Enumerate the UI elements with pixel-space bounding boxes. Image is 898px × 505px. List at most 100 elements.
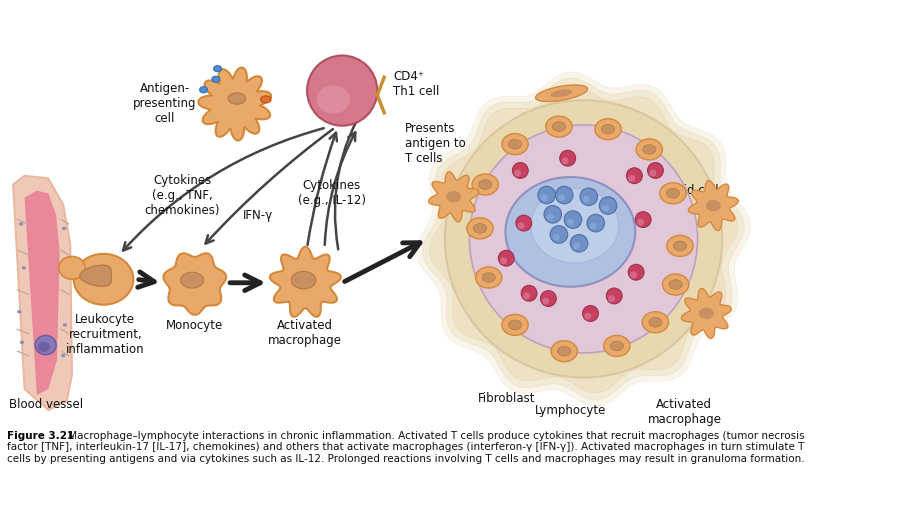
Ellipse shape xyxy=(546,116,572,137)
Circle shape xyxy=(590,222,596,229)
Ellipse shape xyxy=(479,180,492,189)
Ellipse shape xyxy=(669,280,682,289)
Ellipse shape xyxy=(20,341,24,344)
Circle shape xyxy=(583,306,598,321)
Ellipse shape xyxy=(674,241,687,251)
Text: Figure 3.21: Figure 3.21 xyxy=(7,431,75,441)
Ellipse shape xyxy=(502,134,528,155)
Circle shape xyxy=(515,170,521,177)
Circle shape xyxy=(550,226,568,243)
Ellipse shape xyxy=(535,85,587,102)
Ellipse shape xyxy=(63,323,67,327)
Circle shape xyxy=(516,215,532,231)
Polygon shape xyxy=(682,288,731,338)
Circle shape xyxy=(599,197,617,214)
Ellipse shape xyxy=(214,66,222,72)
Ellipse shape xyxy=(228,93,246,104)
Polygon shape xyxy=(163,254,226,315)
Circle shape xyxy=(544,206,561,223)
Ellipse shape xyxy=(699,308,714,319)
Ellipse shape xyxy=(552,122,566,131)
Circle shape xyxy=(307,56,377,126)
Circle shape xyxy=(542,297,550,305)
Circle shape xyxy=(547,214,554,221)
Ellipse shape xyxy=(602,124,614,134)
Polygon shape xyxy=(270,247,341,317)
Text: IFN-γ: IFN-γ xyxy=(242,209,273,222)
Circle shape xyxy=(629,264,644,280)
Circle shape xyxy=(583,196,590,203)
Ellipse shape xyxy=(199,87,207,93)
Circle shape xyxy=(627,168,642,184)
Polygon shape xyxy=(198,68,271,140)
Ellipse shape xyxy=(38,341,50,352)
Ellipse shape xyxy=(643,144,656,154)
Ellipse shape xyxy=(531,188,619,263)
Circle shape xyxy=(573,242,580,249)
Ellipse shape xyxy=(594,119,621,140)
Circle shape xyxy=(637,219,644,226)
Circle shape xyxy=(630,271,637,278)
Circle shape xyxy=(498,250,515,266)
Text: Lymphocyte: Lymphocyte xyxy=(534,404,606,417)
Circle shape xyxy=(523,292,530,299)
Circle shape xyxy=(580,188,597,206)
Circle shape xyxy=(649,170,656,177)
Ellipse shape xyxy=(22,266,26,270)
Ellipse shape xyxy=(551,341,577,362)
Ellipse shape xyxy=(476,267,502,288)
Ellipse shape xyxy=(446,191,461,203)
Circle shape xyxy=(587,214,604,232)
Text: Cytokines
(e.g., TNF,
chemokines): Cytokines (e.g., TNF, chemokines) xyxy=(145,174,220,218)
Ellipse shape xyxy=(212,76,220,82)
Polygon shape xyxy=(417,72,751,406)
Circle shape xyxy=(555,186,573,204)
Ellipse shape xyxy=(663,274,689,295)
Ellipse shape xyxy=(667,235,693,257)
Text: Macrophage–lymphocyte interactions in chronic inflammation. Activated T cells pr: Macrophage–lymphocyte interactions in ch… xyxy=(65,431,805,441)
Circle shape xyxy=(470,125,698,353)
Text: Leukocyte
recruitment,
inflammation: Leukocyte recruitment, inflammation xyxy=(66,314,145,357)
Text: Cytokines
(e.g., IL-12): Cytokines (e.g., IL-12) xyxy=(297,179,365,207)
Ellipse shape xyxy=(58,257,85,279)
Ellipse shape xyxy=(482,273,496,282)
Ellipse shape xyxy=(19,222,23,226)
Text: cells by presenting antigens and via cytokines such as IL-12. Prolonged reaction: cells by presenting antigens and via cyt… xyxy=(7,454,805,464)
Circle shape xyxy=(561,157,568,164)
Text: CD4⁺
Th1 cell: CD4⁺ Th1 cell xyxy=(393,70,439,97)
Circle shape xyxy=(608,295,615,302)
Circle shape xyxy=(538,186,555,204)
Ellipse shape xyxy=(636,139,663,160)
Polygon shape xyxy=(24,191,59,395)
Text: Monocyte: Monocyte xyxy=(166,319,224,332)
Text: Presents
antigen to
T cells: Presents antigen to T cells xyxy=(405,122,466,165)
Polygon shape xyxy=(428,172,479,222)
Text: Fibroblast: Fibroblast xyxy=(478,392,535,406)
Ellipse shape xyxy=(666,188,680,198)
Ellipse shape xyxy=(74,254,134,305)
Ellipse shape xyxy=(467,218,493,239)
Circle shape xyxy=(564,211,582,228)
Ellipse shape xyxy=(506,177,635,287)
Polygon shape xyxy=(13,176,72,410)
Text: Epithelioid cell: Epithelioid cell xyxy=(632,184,719,197)
Circle shape xyxy=(602,205,609,212)
Circle shape xyxy=(606,288,622,304)
Ellipse shape xyxy=(260,96,271,103)
Ellipse shape xyxy=(317,85,350,114)
Circle shape xyxy=(629,175,635,182)
Circle shape xyxy=(513,163,528,178)
Circle shape xyxy=(500,258,507,264)
Polygon shape xyxy=(423,78,744,400)
Ellipse shape xyxy=(17,310,22,314)
Ellipse shape xyxy=(642,312,669,333)
Circle shape xyxy=(635,212,651,227)
Polygon shape xyxy=(429,85,737,393)
Ellipse shape xyxy=(502,314,528,335)
Polygon shape xyxy=(80,265,111,286)
Circle shape xyxy=(567,219,574,226)
Ellipse shape xyxy=(35,335,57,355)
Circle shape xyxy=(647,163,664,178)
Circle shape xyxy=(558,194,565,201)
Ellipse shape xyxy=(65,275,69,278)
